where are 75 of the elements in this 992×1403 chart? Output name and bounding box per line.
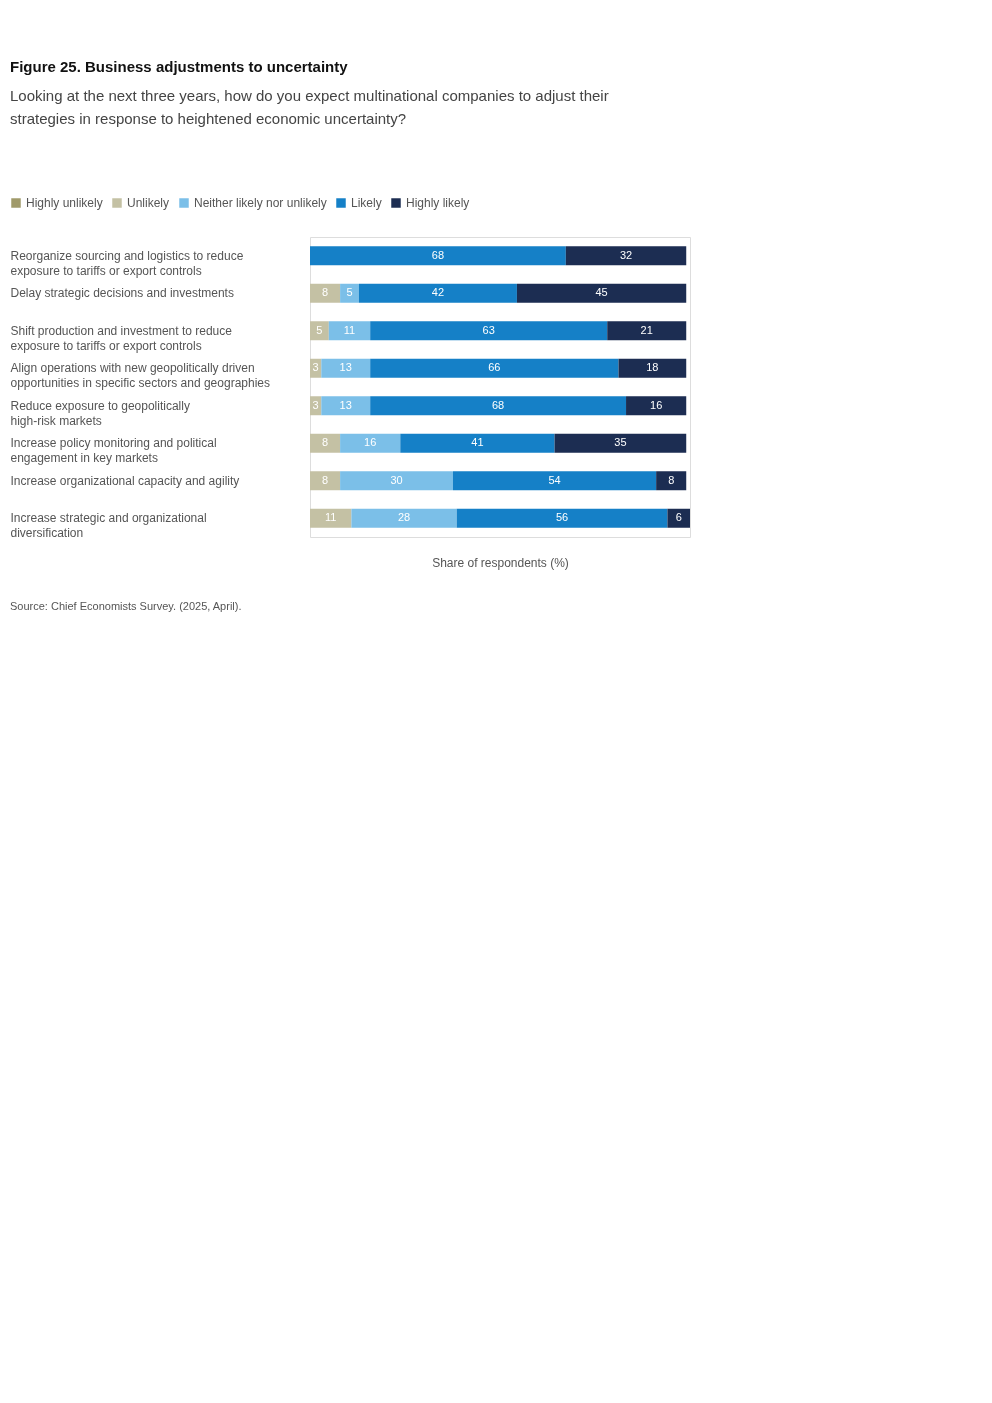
bar <box>452 471 657 491</box>
data-label: 11 <box>343 323 356 336</box>
bar <box>310 433 341 453</box>
data-label: 8 <box>321 286 329 299</box>
data-label: 35 <box>614 436 627 449</box>
bar <box>328 321 371 341</box>
data-label: 8 <box>321 473 329 486</box>
data-label: 32 <box>619 248 633 261</box>
bar <box>656 471 687 491</box>
legend-label: Unlikely <box>127 196 170 210</box>
data-label: 68 <box>491 398 505 411</box>
bar <box>370 396 627 416</box>
data-label: 5 <box>316 323 323 336</box>
bar <box>310 283 341 303</box>
y-tick-label: Reduce exposure to geopolitically high-risk markets <box>10 398 190 428</box>
data-label: 6 <box>675 511 682 524</box>
y-tick-label: Shift production and investment to reduce exposure to tariffs or export controls <box>10 323 233 353</box>
y-tick-label: Increase policy monitoring and political engagement in key markets <box>10 436 217 466</box>
bar <box>667 508 690 528</box>
chart-subtitle: Looking at the next three years, how do you expect multinational companies to adjust their strategies in response to heightened economic uncertainty? <box>10 87 609 127</box>
bar <box>400 433 555 453</box>
bar <box>370 321 608 341</box>
data-label: 30 <box>390 473 403 486</box>
data-label: 45 <box>595 286 608 299</box>
bar <box>340 471 453 491</box>
bar <box>370 358 619 378</box>
data-label: 5 <box>346 286 353 299</box>
bar <box>358 283 517 303</box>
bar <box>310 321 329 341</box>
bar <box>516 283 687 303</box>
y-tick-label: Increase strategic and organizational diversification <box>10 511 207 541</box>
data-label: 16 <box>650 398 663 411</box>
data-label: 21 <box>640 323 653 336</box>
data-label: 13 <box>339 361 352 374</box>
bar <box>321 396 371 416</box>
bar <box>554 433 687 453</box>
y-tick-label: Align operations with new geopolitically driven opportunities in specific sectors and geographies <box>10 361 270 391</box>
data-label: 28 <box>397 511 411 524</box>
data-label: 8 <box>321 436 329 449</box>
bar <box>321 358 371 378</box>
bar <box>618 358 687 378</box>
data-label: 8 <box>668 473 675 486</box>
bar <box>310 471 341 491</box>
legend-label: Highly likely <box>406 196 470 210</box>
bar <box>626 396 687 416</box>
text: Figure 25. Business adjustments to uncertainty <box>10 58 349 75</box>
legend-label: Highly unlikely <box>26 196 103 210</box>
data-label: 42 <box>431 286 445 299</box>
bar <box>310 246 566 266</box>
data-label: 18 <box>646 361 659 374</box>
data-label: 3 <box>312 361 319 374</box>
bar <box>456 508 668 528</box>
data-label: 66 <box>488 361 501 374</box>
bar <box>340 433 401 453</box>
legend-label: Neither likely nor unlikely <box>194 196 327 210</box>
y-tick-label: Reorganize sourcing and logistics to reduce exposure to tariffs or export controls <box>10 248 244 278</box>
bar <box>565 246 687 266</box>
data-label: 54 <box>548 473 561 486</box>
bar <box>607 321 687 341</box>
data-label: 16 <box>364 436 377 449</box>
data-label: 3 <box>312 398 319 411</box>
y-tick-label: Delay strategic decisions and investments <box>10 286 234 301</box>
data-label: 41 <box>471 436 484 449</box>
bar <box>340 283 359 303</box>
x-axis-title: Share of respondents (%) <box>432 555 569 570</box>
data-label: 68 <box>431 248 445 261</box>
data-label: 63 <box>482 323 495 336</box>
legend-label: Likely <box>351 196 382 210</box>
data-label: 56 <box>555 511 569 524</box>
data-label: 13 <box>339 398 352 411</box>
data-label: 11 <box>324 511 337 524</box>
bar <box>351 508 457 528</box>
source-note: Source: Chief Economists Survey. (2025, April). <box>10 600 242 612</box>
bar <box>310 508 352 528</box>
y-tick-label: Increase organizational capacity and agility <box>10 473 240 488</box>
